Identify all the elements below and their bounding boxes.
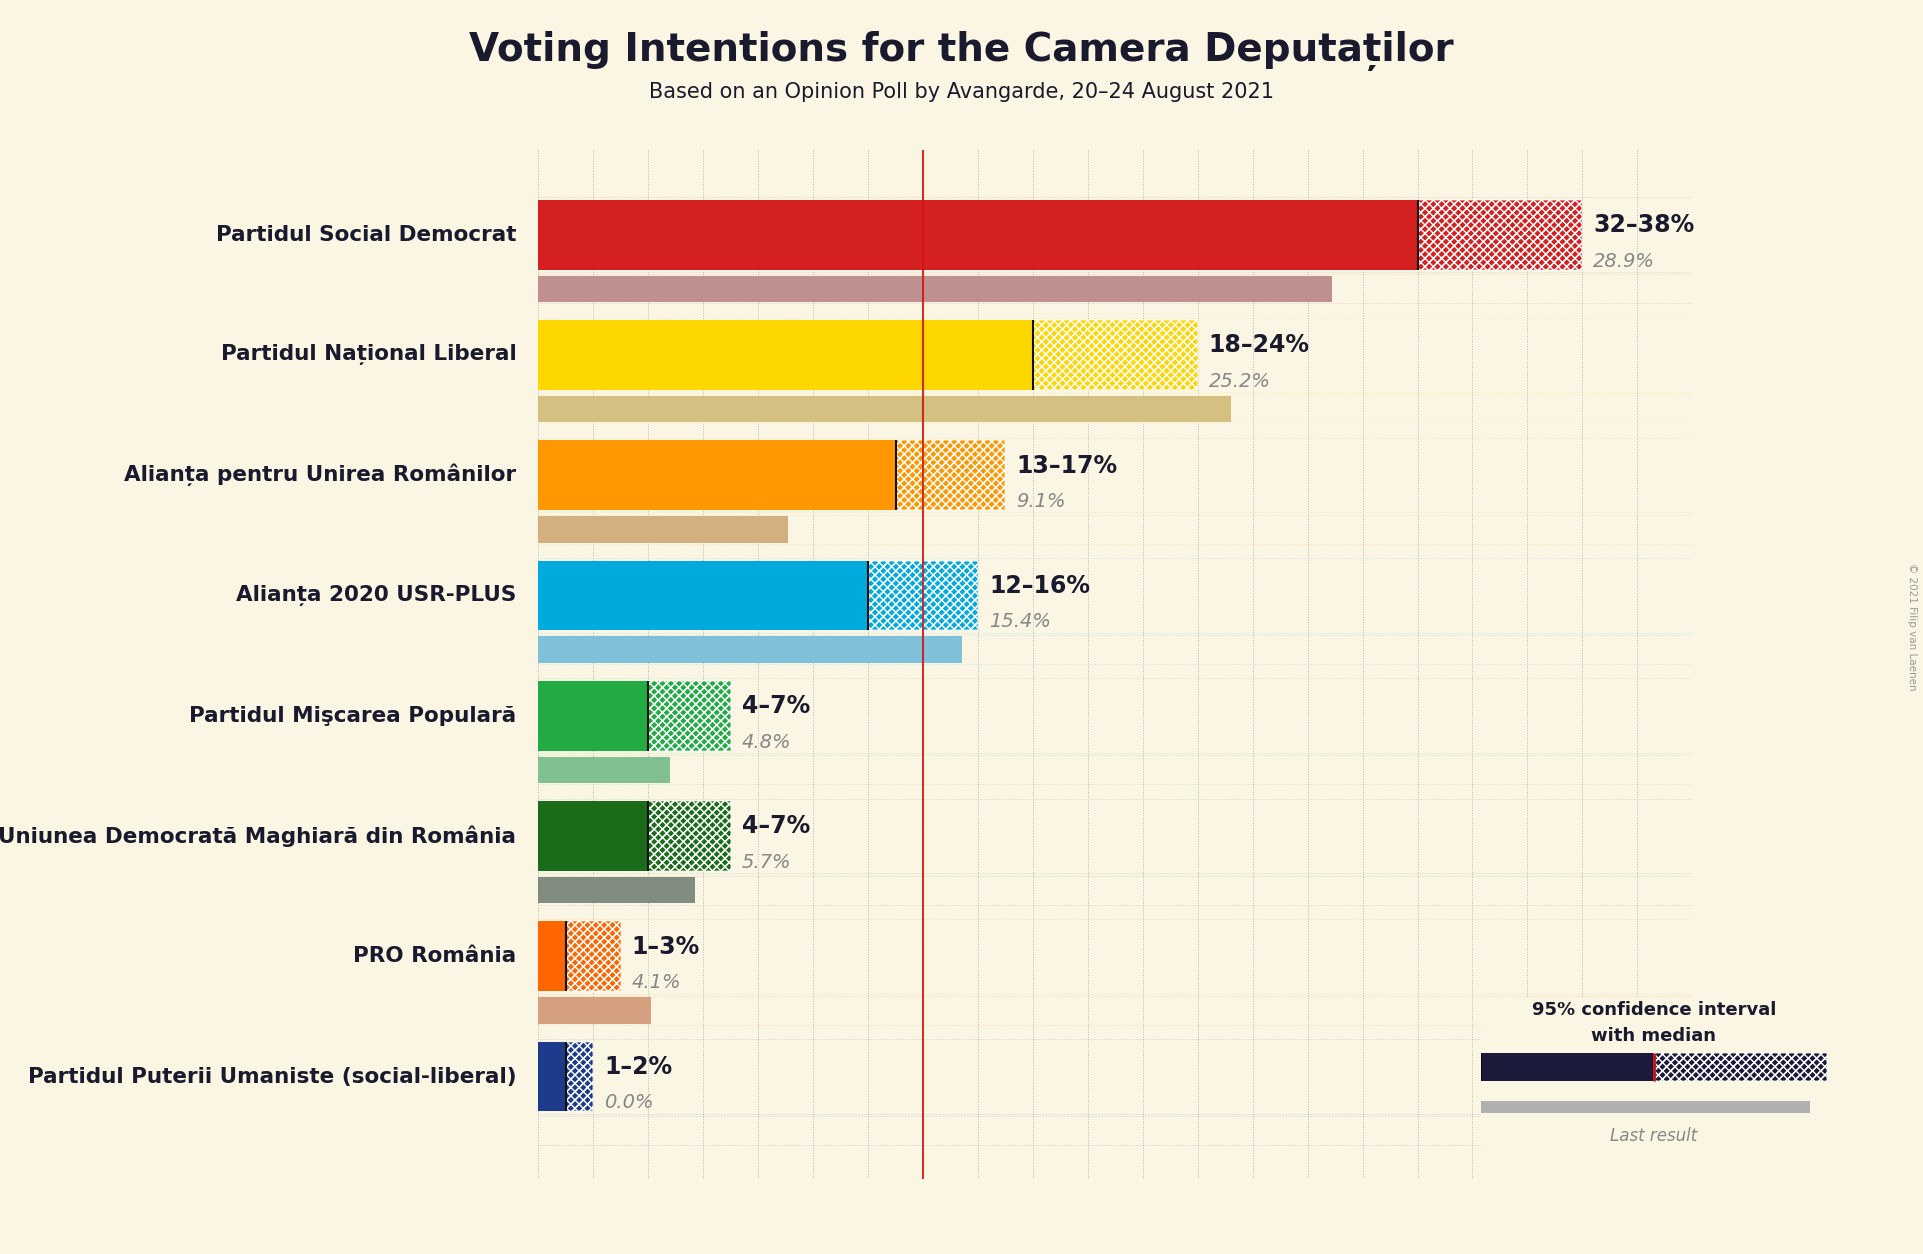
Text: Alianța 2020 USR-PLUS: Alianța 2020 USR-PLUS xyxy=(237,584,517,606)
Bar xyxy=(1417,199,1583,270)
Text: 95% confidence interval: 95% confidence interval xyxy=(1531,1001,1777,1020)
Bar xyxy=(538,681,648,751)
Bar xyxy=(1654,1053,1827,1081)
Bar xyxy=(565,922,621,991)
Text: 4–7%: 4–7% xyxy=(742,814,810,839)
Bar xyxy=(896,440,1006,510)
Text: Partidul Puterii Umaniste (social-liberal): Partidul Puterii Umaniste (social-libera… xyxy=(27,1067,517,1086)
Text: 13–17%: 13–17% xyxy=(1017,454,1117,478)
Bar xyxy=(565,1042,594,1111)
Text: 9.1%: 9.1% xyxy=(1017,492,1065,512)
Bar xyxy=(1481,1101,1810,1114)
Bar xyxy=(648,801,731,870)
Bar xyxy=(1417,199,1583,270)
Bar xyxy=(538,440,896,510)
Text: Partidul Social Democrat: Partidul Social Democrat xyxy=(215,224,517,245)
Text: Last result: Last result xyxy=(1610,1127,1698,1145)
Bar xyxy=(1654,1053,1827,1081)
Bar xyxy=(867,561,979,631)
Text: 18–24%: 18–24% xyxy=(1210,334,1310,357)
Text: Uniunea Democrată Maghiară din România: Uniunea Democrată Maghiară din România xyxy=(0,825,517,846)
Text: 32–38%: 32–38% xyxy=(1594,213,1694,237)
Bar xyxy=(565,922,621,991)
Bar xyxy=(538,561,867,631)
Bar xyxy=(1033,320,1198,390)
Text: with median: with median xyxy=(1590,1027,1717,1045)
Bar xyxy=(538,636,962,663)
Text: 15.4%: 15.4% xyxy=(988,612,1050,632)
Text: 5.7%: 5.7% xyxy=(742,853,790,872)
Bar xyxy=(896,440,1006,510)
Text: Partidul Național Liberal: Partidul Național Liberal xyxy=(221,345,517,365)
Text: 25.2%: 25.2% xyxy=(1210,372,1271,391)
Bar xyxy=(538,396,1231,423)
Text: © 2021 Filip van Laenen: © 2021 Filip van Laenen xyxy=(1908,563,1917,691)
Bar xyxy=(1481,1053,1654,1081)
Text: 12–16%: 12–16% xyxy=(988,574,1090,598)
Text: 28.9%: 28.9% xyxy=(1594,252,1656,271)
Bar xyxy=(538,199,1417,270)
Text: 4.8%: 4.8% xyxy=(742,732,790,751)
Bar xyxy=(565,1042,594,1111)
Text: Partidul Mişcarea Populară: Partidul Mişcarea Populară xyxy=(188,706,517,726)
Bar xyxy=(1033,320,1198,390)
Bar xyxy=(648,681,731,751)
Text: Voting Intentions for the Camera Deputaților: Voting Intentions for the Camera Deputaț… xyxy=(469,31,1454,71)
Bar xyxy=(538,1042,565,1111)
Text: Based on an Opinion Poll by Avangarde, 20–24 August 2021: Based on an Opinion Poll by Avangarde, 2… xyxy=(648,82,1275,102)
Text: 1–2%: 1–2% xyxy=(604,1055,673,1078)
Bar xyxy=(538,756,671,782)
Bar xyxy=(538,276,1333,302)
Text: Alianța pentru Unirea Românilor: Alianța pentru Unirea Românilor xyxy=(125,464,517,487)
Bar xyxy=(867,561,979,631)
Text: 4.1%: 4.1% xyxy=(633,973,681,992)
Bar xyxy=(538,922,565,991)
Bar xyxy=(648,801,731,870)
Bar xyxy=(538,801,648,870)
Text: PRO România: PRO România xyxy=(354,947,517,967)
Bar xyxy=(538,517,788,543)
Bar xyxy=(538,877,694,903)
Text: 4–7%: 4–7% xyxy=(742,695,810,719)
Text: 0.0%: 0.0% xyxy=(604,1093,654,1112)
Bar xyxy=(648,681,731,751)
Text: 1–3%: 1–3% xyxy=(633,934,700,958)
Bar xyxy=(538,997,652,1023)
Bar xyxy=(538,320,1033,390)
